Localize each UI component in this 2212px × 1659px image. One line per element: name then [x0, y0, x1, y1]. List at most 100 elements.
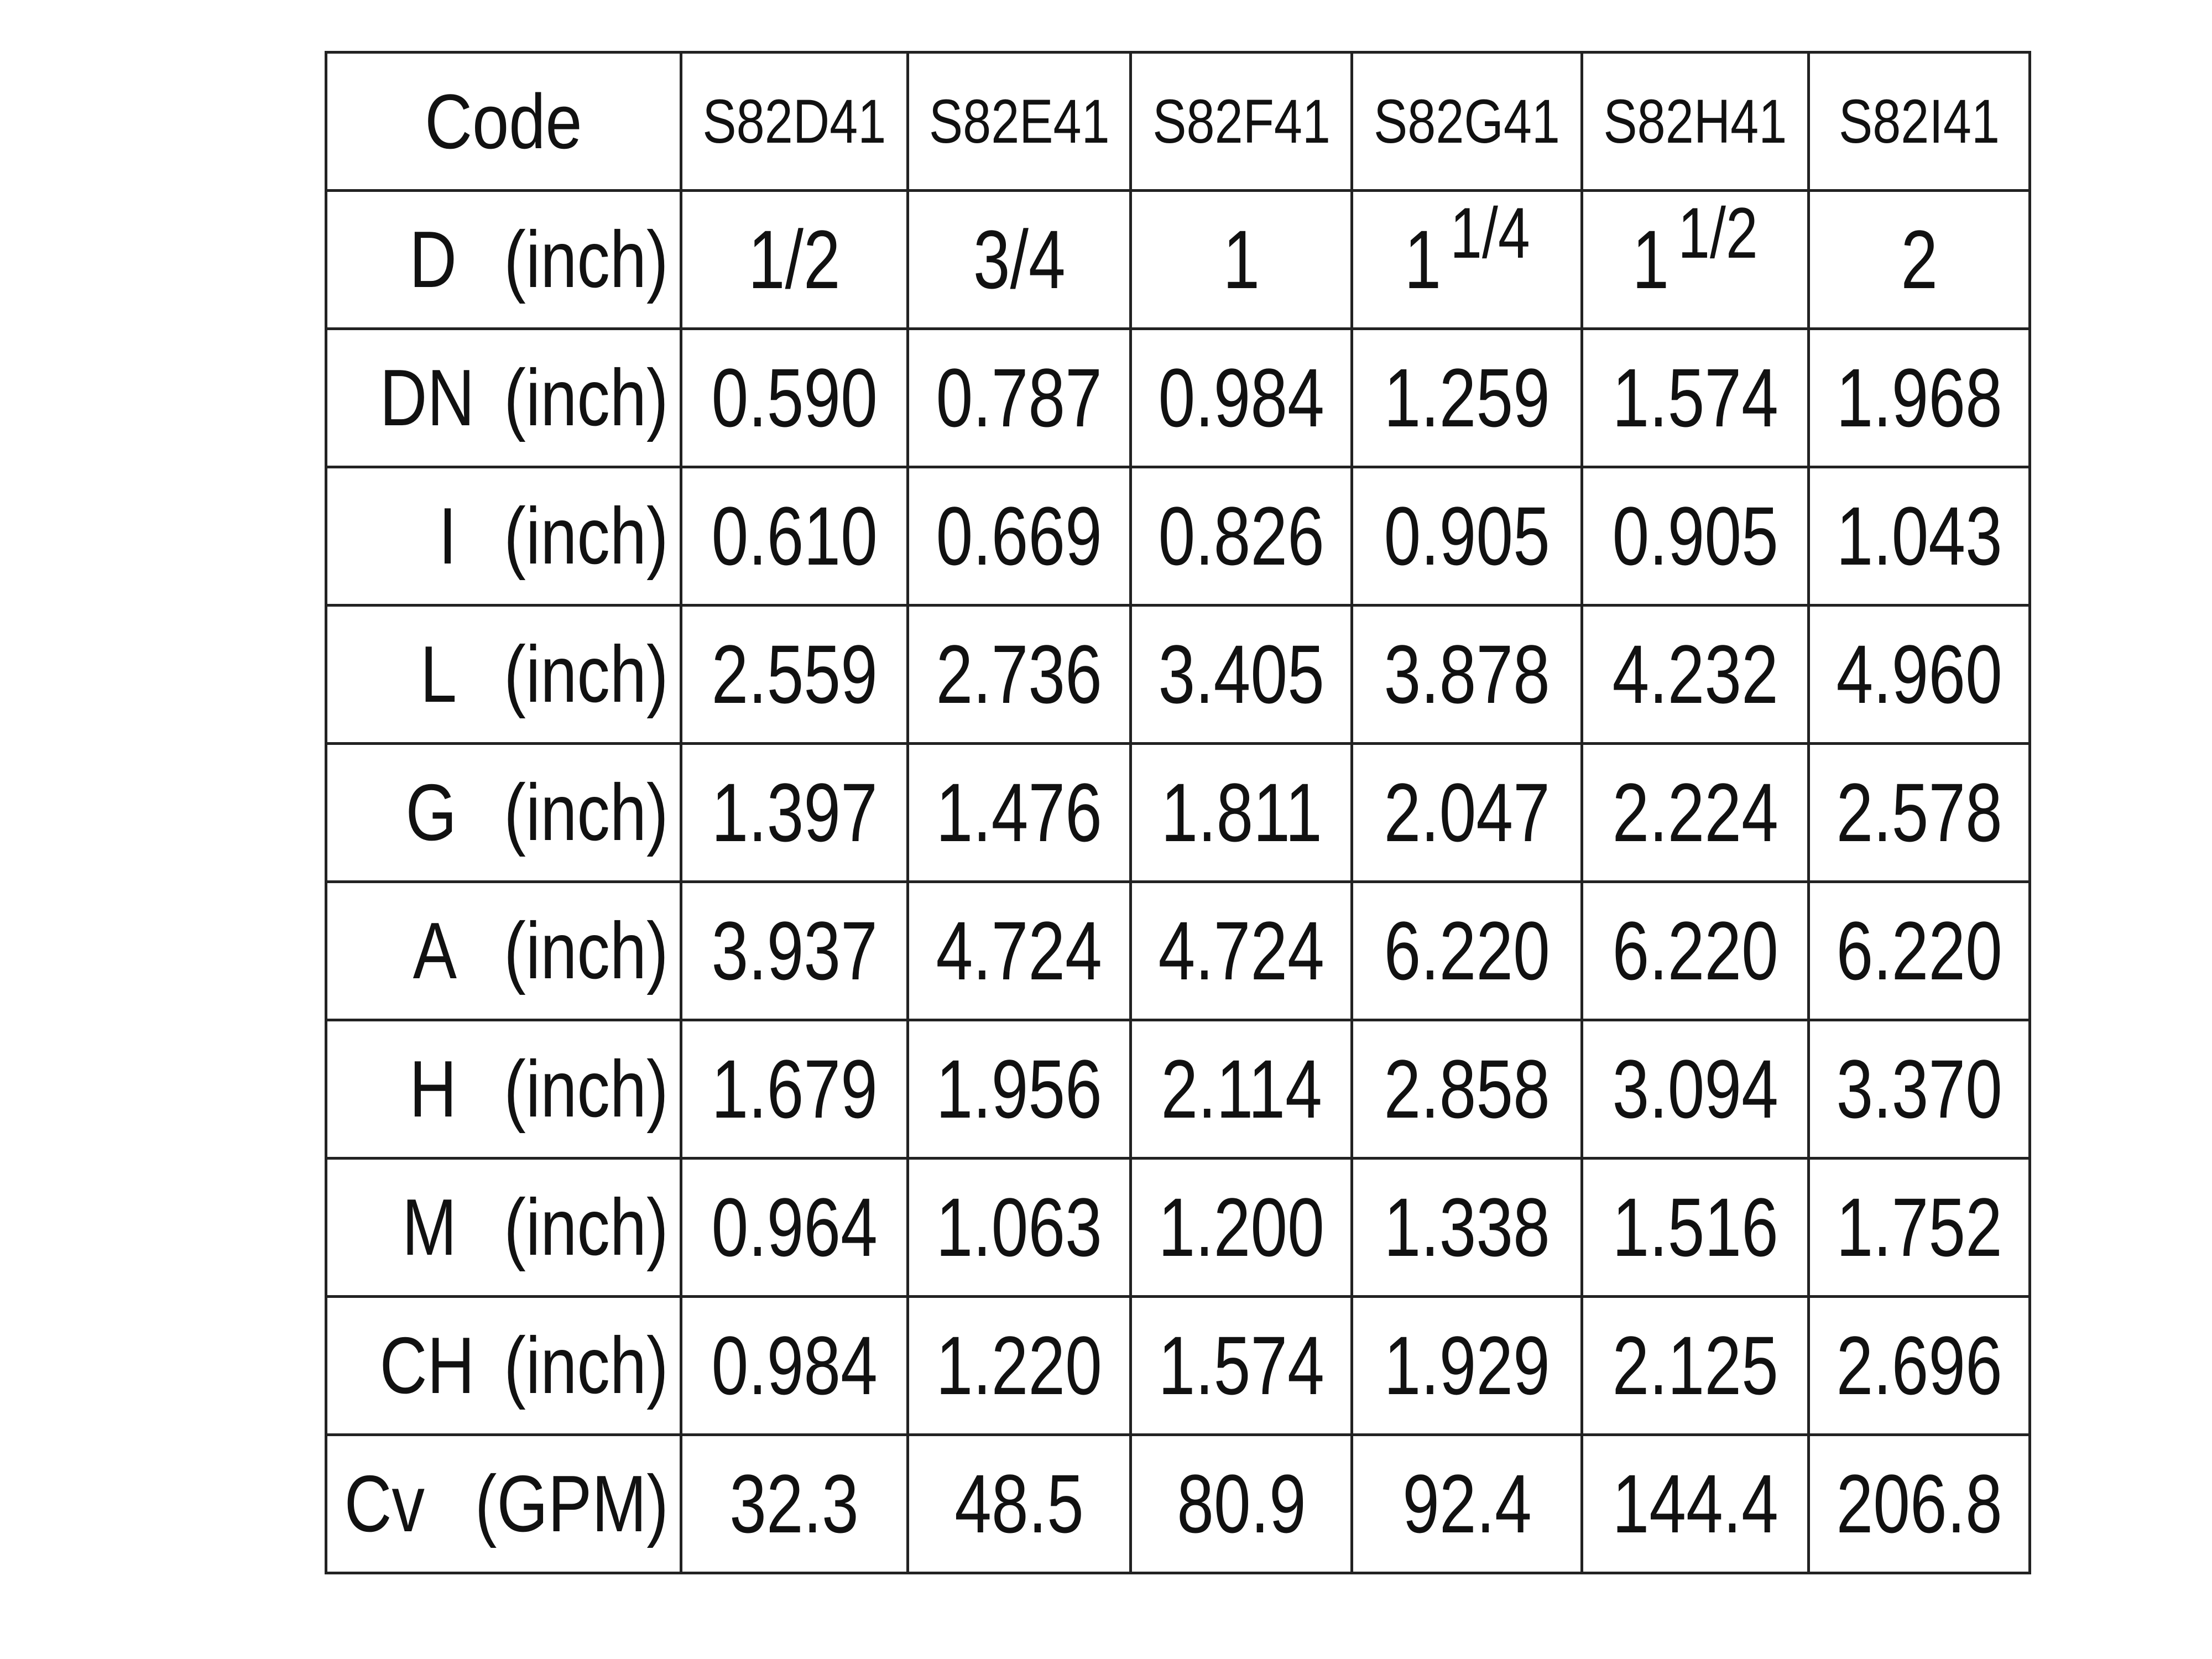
value-cell: 1.574 [1129, 1295, 1354, 1436]
value: 2.125 [1612, 1319, 1778, 1412]
value-cell: 2.224 [1580, 742, 1810, 883]
value: 4.232 [1612, 628, 1778, 721]
value-cell: 4.724 [1129, 880, 1354, 1021]
value-cell: 3.094 [1580, 1019, 1810, 1160]
data-row: D (inch) 1/2 3/4 1 1 1/4 1 1/2 2 [325, 189, 2031, 330]
value: 2.114 [1160, 1042, 1322, 1135]
value-cell: 2.578 [1807, 742, 2031, 883]
value-cell: 6.220 [1580, 880, 1810, 1021]
row-unit: (inch) [504, 1182, 669, 1272]
value: 1.259 [1384, 351, 1550, 444]
row-label: DN (inch) [328, 352, 678, 444]
value: 1.968 [1836, 351, 2002, 444]
value-cell: 0.905 [1580, 466, 1810, 607]
value-cell: 1.220 [906, 1295, 1133, 1436]
value-cell: 2.696 [1807, 1295, 2031, 1436]
value-cell: 1 [1129, 189, 1354, 330]
value: 1.679 [711, 1042, 878, 1135]
value-cell: 1 1/2 [1580, 189, 1810, 330]
value: 1.476 [936, 766, 1103, 859]
value: 6.220 [1836, 904, 2002, 997]
value-cell: 1 1/4 [1350, 189, 1584, 330]
value-cell: 0.984 [1129, 327, 1354, 468]
value-cell: 4.960 [1807, 604, 2031, 745]
value-cell: 6.220 [1807, 880, 2031, 1021]
row-label: H (inch) [328, 1043, 678, 1135]
row-unit: (GPM) [474, 1459, 669, 1548]
value-cell: 206.8 [1807, 1433, 2031, 1574]
value: 1.752 [1836, 1181, 2002, 1274]
value: 1 [1223, 213, 1260, 306]
mixed-number: 1 1/2 [1632, 194, 1758, 307]
row-name: CH [379, 1321, 475, 1410]
value: 1.516 [1612, 1181, 1778, 1274]
row-name: Cv [344, 1459, 425, 1548]
header-label: Code [425, 77, 582, 165]
value-cell: 0.905 [1350, 466, 1584, 607]
value: 1.063 [936, 1181, 1103, 1274]
value-cell: 2.114 [1129, 1019, 1354, 1160]
data-row: L (inch) 2.559 2.736 3.405 3.878 4.232 4.960 [325, 604, 2031, 745]
row-label-cell: A (inch) [325, 880, 682, 1021]
fraction-part: 1/4 [1449, 192, 1530, 274]
value: 80.9 [1176, 1457, 1306, 1550]
code-cell: S82G41 [1350, 51, 1584, 192]
row-label: D (inch) [328, 213, 678, 306]
value: 2.224 [1612, 766, 1778, 859]
value-cell: 0.964 [679, 1157, 909, 1298]
value-cell: 1.811 [1129, 742, 1354, 883]
value: 0.905 [1384, 489, 1550, 582]
row-label-cell: CH (inch) [325, 1295, 682, 1436]
value-cell: 2 [1807, 189, 2031, 330]
data-row: CH (inch) 0.984 1.220 1.574 1.929 2.125 2.696 [325, 1295, 2031, 1436]
value-cell: 0.669 [906, 466, 1133, 607]
row-unit: (inch) [504, 1044, 669, 1134]
value: 32.3 [729, 1457, 859, 1550]
data-row: Cv (GPM) 32.3 48.5 80.9 92.4 144.4 206.8 [325, 1433, 2031, 1574]
value: 3.937 [711, 904, 878, 997]
value: 3.878 [1384, 628, 1550, 721]
code: S82G41 [1374, 87, 1561, 156]
value-cell: 1.476 [906, 742, 1133, 883]
value-cell: 3.937 [679, 880, 909, 1021]
value: 92.4 [1402, 1457, 1532, 1550]
row-name: D [409, 215, 457, 304]
value: 3.405 [1158, 628, 1324, 721]
value-cell: 1.929 [1350, 1295, 1584, 1436]
value: 0.964 [711, 1181, 878, 1274]
value: 0.610 [711, 489, 878, 582]
row-name: G [405, 768, 457, 857]
whole-part: 1 [1404, 213, 1441, 306]
value-cell: 3.405 [1129, 604, 1354, 745]
value: 1.200 [1158, 1181, 1324, 1274]
value-cell: 1/2 [679, 189, 909, 330]
value-cell: 1.516 [1580, 1157, 1810, 1298]
header-label-cell: Code [325, 51, 682, 192]
row-unit: (inch) [504, 1321, 669, 1410]
whole-part: 1 [1632, 213, 1670, 306]
value-cell: 1.200 [1129, 1157, 1354, 1298]
value-cell: 1.338 [1350, 1157, 1584, 1298]
code-cell: S82F41 [1129, 51, 1354, 192]
code: S82F41 [1152, 87, 1331, 156]
value: 0.984 [1158, 351, 1324, 444]
value-cell: 48.5 [906, 1433, 1133, 1574]
mixed-number: 1 1/4 [1404, 194, 1530, 307]
value-cell: 1.956 [906, 1019, 1133, 1160]
value-cell: 2.125 [1580, 1295, 1810, 1436]
value-cell: 2.736 [906, 604, 1133, 745]
value-cell: 0.787 [906, 327, 1133, 468]
code: S82D41 [702, 87, 886, 156]
row-unit: (inch) [504, 629, 669, 719]
value-cell: 0.590 [679, 327, 909, 468]
row-unit: (inch) [504, 768, 669, 857]
value: 1.574 [1158, 1319, 1324, 1412]
value: 6.220 [1384, 904, 1550, 997]
header-row: Code S82D41 S82E41 S82F41 S82G41 S82H41 S82I41 [325, 51, 2031, 192]
value: 6.220 [1612, 904, 1778, 997]
value-cell: 1.679 [679, 1019, 909, 1160]
code-cell: S82E41 [906, 51, 1133, 192]
row-unit: (inch) [504, 906, 669, 995]
value: 1/2 [748, 213, 841, 306]
row-label: G (inch) [328, 766, 678, 859]
